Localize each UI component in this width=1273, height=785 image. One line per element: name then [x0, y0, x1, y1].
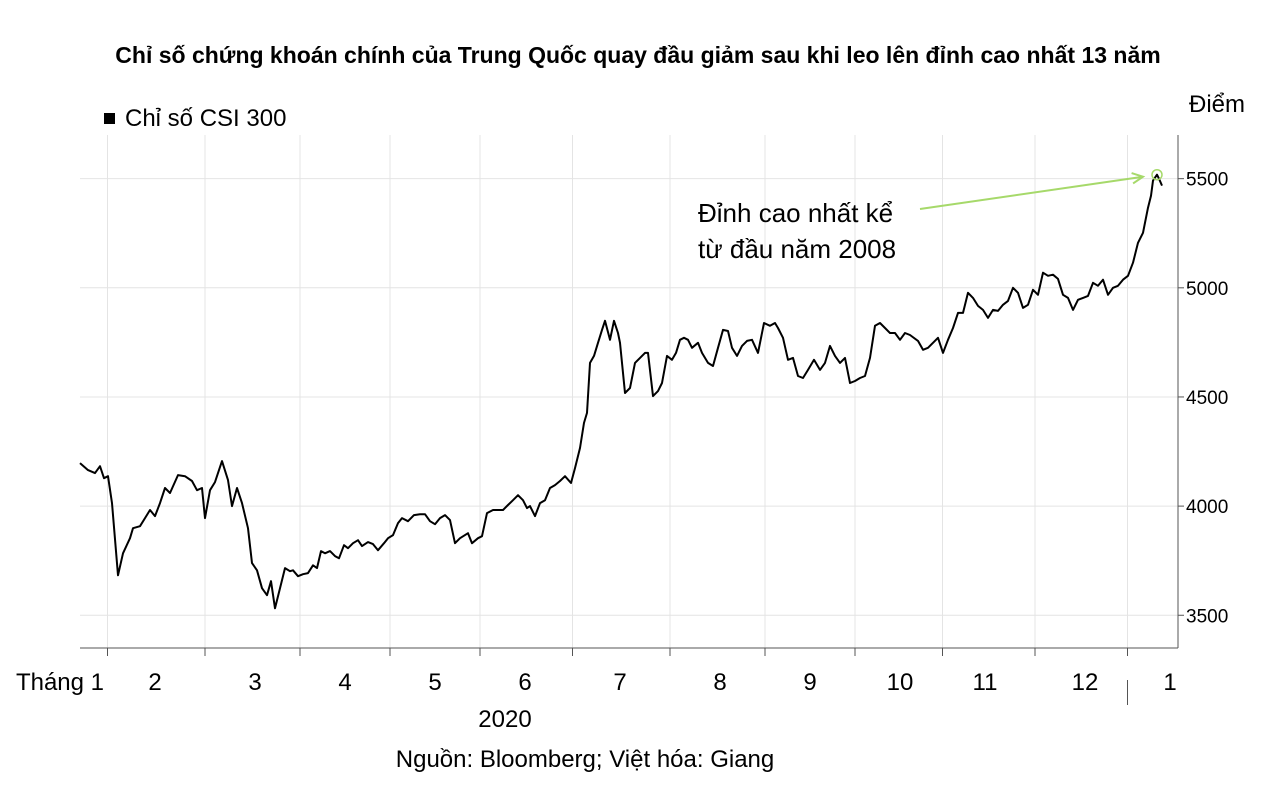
- x-tick-label: 4: [338, 669, 351, 696]
- x-tick-label: 10: [887, 669, 914, 696]
- annotation-text: từ đầu năm 2008: [698, 234, 896, 264]
- annotation-text: Đỉnh cao nhất kể: [698, 198, 893, 228]
- legend-label: Chỉ số CSI 300: [125, 105, 286, 132]
- x-tick-label: 8: [713, 669, 726, 696]
- x-tick-label: 2: [148, 669, 161, 696]
- peak-marker: [1151, 168, 1163, 181]
- y-axis-label: Điểm: [1189, 91, 1245, 118]
- y-tick-label: 5000: [1186, 279, 1228, 300]
- annotation-arrowhead: [1131, 172, 1146, 185]
- x-tick-label: Tháng 1: [16, 669, 104, 696]
- x-tick-label: 6: [518, 669, 531, 696]
- y-tick-label: 4500: [1186, 388, 1228, 409]
- x-axis-label: 2020: [478, 706, 531, 733]
- series-line: [79, 173, 1163, 610]
- y-tick-label: 5500: [1186, 170, 1228, 191]
- x-tick-label: 5: [428, 669, 441, 696]
- y-tick-label: 4000: [1186, 497, 1228, 518]
- x-tick-label: 3: [248, 669, 261, 696]
- source: Nguồn: Bloomberg; Việt hóa: Giang: [396, 746, 774, 773]
- x-tick-label: 12: [1072, 669, 1099, 696]
- x-tick-label: 7: [613, 669, 626, 696]
- chart-title: Chỉ số chứng khoán chính của Trung Quốc …: [115, 42, 1160, 68]
- y-tick-label: 3500: [1186, 606, 1228, 627]
- x-tick-label: 9: [803, 669, 816, 696]
- legend-swatch: [104, 113, 115, 124]
- x-tick-label: 1: [1163, 669, 1176, 696]
- annotation-arrow: [919, 175, 1144, 210]
- x-tick-label: 11: [973, 669, 998, 696]
